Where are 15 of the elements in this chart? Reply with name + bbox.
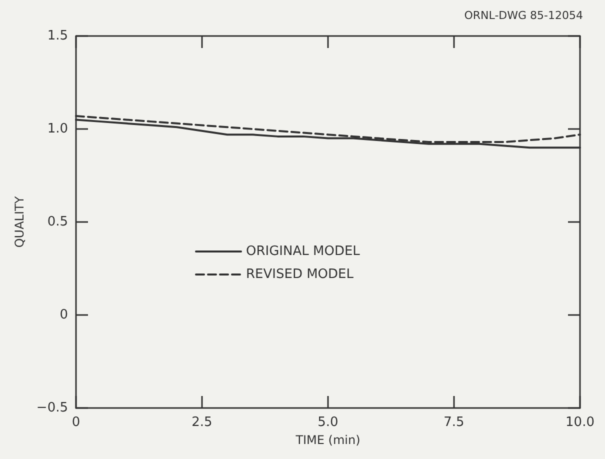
x-tick-label: 2.5 [192, 415, 212, 430]
x-tick-label: 10.0 [566, 415, 594, 430]
x-tick-label: 0 [72, 415, 80, 430]
x-axis-title: TIME (min) [294, 432, 360, 447]
x-tick-label: 5.0 [318, 415, 338, 430]
y-tick-label: −0.5 [36, 400, 68, 416]
legend-label: REVISED MODEL [246, 267, 354, 282]
x-tick-label: 7.5 [444, 415, 464, 430]
y-tick-label: 1.0 [47, 122, 68, 136]
y-axis-title: QUALITY [12, 196, 27, 248]
legend-label: ORIGINAL MODEL [246, 244, 361, 259]
y-tick-label: 0 [60, 308, 68, 322]
text: ORNL-DWG 85-12054 [464, 9, 584, 22]
y-tick-label: 0.5 [47, 214, 68, 230]
y-tick-label: 1.5 [47, 28, 68, 44]
